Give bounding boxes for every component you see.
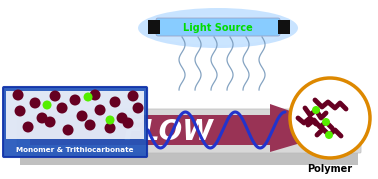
Circle shape [105,115,115,125]
Circle shape [12,90,23,100]
Circle shape [37,112,48,124]
Circle shape [94,105,105,115]
Text: FLOW: FLOW [123,118,213,146]
Circle shape [84,93,93,101]
Circle shape [62,125,74,136]
Circle shape [76,110,88,122]
Circle shape [290,78,370,158]
FancyBboxPatch shape [156,18,280,36]
Circle shape [122,117,133,129]
Bar [278,20,290,34]
Circle shape [127,91,138,101]
Ellipse shape [148,15,288,45]
Text: Light Source: Light Source [183,23,253,33]
Polygon shape [30,104,345,152]
Circle shape [312,106,320,114]
Circle shape [14,105,26,117]
Circle shape [45,117,56,127]
Circle shape [133,103,144,113]
Text: Monomer & Trithiocarbonate: Monomer & Trithiocarbonate [16,147,134,153]
Ellipse shape [138,8,298,48]
Bar [20,150,358,165]
Circle shape [322,118,330,126]
Circle shape [110,96,121,108]
Circle shape [85,120,96,130]
Text: Polymer: Polymer [307,164,353,174]
Circle shape [43,100,51,110]
Circle shape [50,91,60,101]
Circle shape [325,131,333,139]
Circle shape [105,122,116,134]
Circle shape [70,95,81,105]
Circle shape [90,90,101,100]
FancyBboxPatch shape [3,87,147,157]
Circle shape [116,112,127,124]
Circle shape [57,103,68,113]
FancyBboxPatch shape [17,109,361,153]
Bar [148,20,160,34]
Circle shape [23,122,34,132]
Circle shape [29,98,40,108]
Bar [6,91,144,139]
